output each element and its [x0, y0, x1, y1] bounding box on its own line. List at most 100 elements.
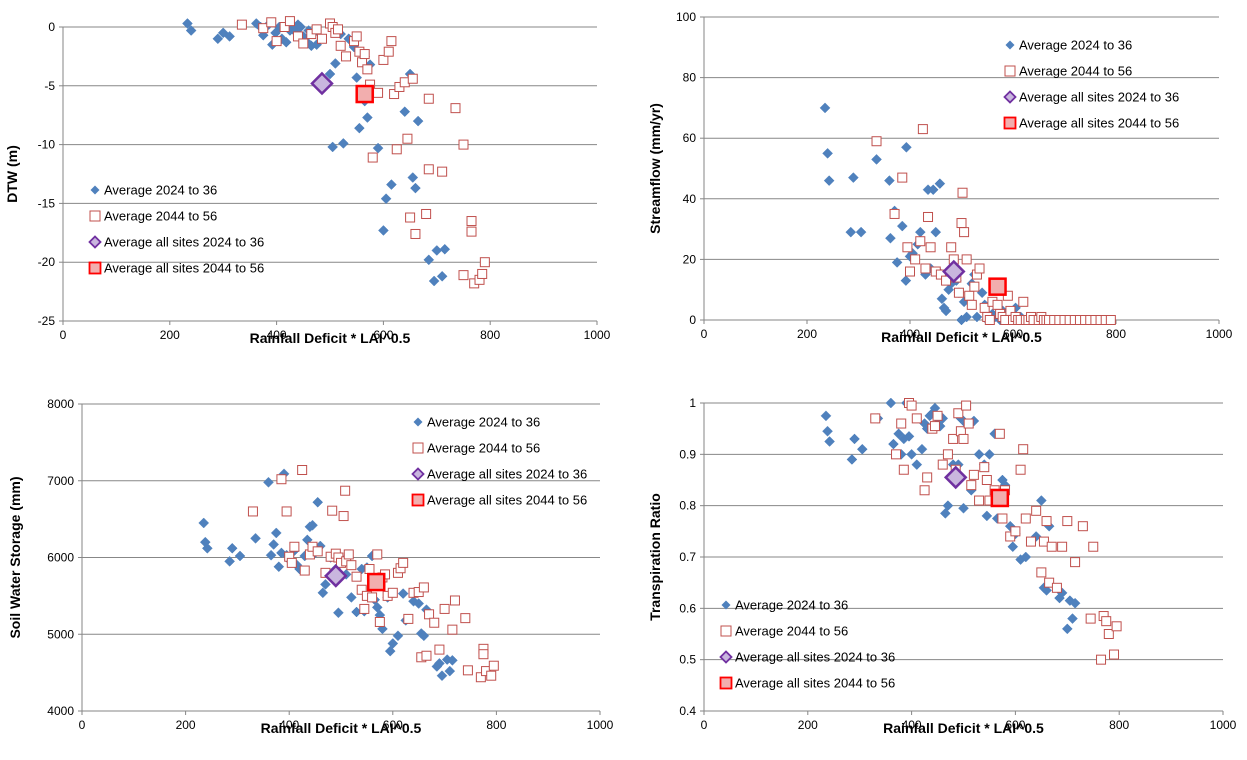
- data-point: [297, 465, 308, 476]
- y-tick-label: -15: [38, 196, 56, 210]
- data-point: [1020, 551, 1032, 563]
- data-point: [888, 438, 899, 450]
- legend-marker: [719, 650, 733, 664]
- data-point: [407, 73, 418, 84]
- data-point: [362, 64, 373, 75]
- data-point: [410, 182, 421, 194]
- data-point: [920, 263, 931, 274]
- data-point: [1096, 654, 1107, 665]
- data-point: [250, 532, 261, 544]
- data-point: [407, 172, 419, 183]
- data-point: [281, 506, 292, 517]
- data-point: [346, 592, 357, 603]
- data-point: [906, 400, 917, 411]
- data-point: [413, 598, 425, 609]
- x-tick-label: 1000: [587, 718, 614, 732]
- x-axis-title: Rainfall Deficit * LAI^0.5: [250, 330, 411, 346]
- chart-panel-soil-water: 8000 7000 6000 5000 4000 0 200 400 600 800 1000 Rai…: [7, 397, 614, 736]
- chart-panel-dtw: 0 -5 -10 -15 -20 -25 0 200 400 600 800 1000 Rainfall…: [4, 16, 611, 346]
- data-point: [885, 232, 896, 244]
- data-point: [1070, 557, 1081, 568]
- data-point: [901, 141, 912, 153]
- y-tick-label: -5: [44, 79, 55, 93]
- data-point: [462, 665, 473, 676]
- data-point: [900, 275, 912, 286]
- x-tick-label: 400: [902, 718, 922, 732]
- data-point: [1038, 536, 1049, 547]
- data-point: [822, 147, 833, 159]
- x-tick-label: 800: [486, 718, 506, 732]
- data-point: [431, 245, 443, 256]
- data-point: [333, 607, 344, 619]
- data-point: [224, 555, 235, 567]
- data-point: [351, 31, 362, 42]
- data-point: [1069, 597, 1081, 609]
- data-point: [923, 211, 934, 222]
- data-point: [405, 212, 416, 223]
- series-1: [247, 465, 499, 683]
- data-point: [957, 187, 968, 198]
- legend-marker: [721, 600, 731, 610]
- data-point: [436, 270, 448, 282]
- data-point: [372, 549, 383, 560]
- legend-label: Average 2024 to 36: [1019, 38, 1132, 53]
- legend-marker: [720, 625, 732, 637]
- data-point: [410, 228, 421, 239]
- data-point: [891, 257, 903, 268]
- legend-label: Average 2044 to 56: [427, 441, 540, 456]
- data-point: [478, 649, 489, 660]
- x-axis-title: Rainfall Deficit * LAI^0.5: [883, 720, 1044, 736]
- data-point: [984, 315, 995, 325]
- y-tick-label: 40: [683, 192, 697, 206]
- data-point: [475, 672, 486, 683]
- data-point: [310, 71, 334, 96]
- data-point: [202, 542, 213, 554]
- data-point: [898, 464, 909, 475]
- data-point: [855, 226, 867, 238]
- data-point: [1025, 536, 1036, 547]
- data-point: [973, 448, 985, 460]
- series-3: [355, 84, 374, 104]
- chart-panel-transpiration: 1 0.9 0.8 0.7 0.6 0.5 0.4 0 200 400 600 800 1000 Rain…: [647, 396, 1237, 736]
- data-point: [386, 179, 397, 190]
- data-point: [387, 638, 399, 649]
- data-point: [236, 19, 247, 30]
- data-point: [298, 38, 309, 49]
- data-point: [434, 644, 445, 655]
- y-axis-title: DTW (m): [4, 145, 20, 203]
- data-point: [1111, 621, 1122, 632]
- data-point: [449, 595, 460, 606]
- x-tick-label: 800: [480, 328, 500, 342]
- data-point: [940, 305, 952, 317]
- legend-label: Average all sites 2024 to 36: [1019, 90, 1179, 105]
- data-point: [335, 40, 346, 51]
- data-point: [849, 433, 860, 445]
- legend-marker: [412, 442, 424, 454]
- data-point: [884, 175, 895, 186]
- data-point: [958, 502, 969, 514]
- x-tick-label: 600: [383, 718, 403, 732]
- series-0: [819, 102, 1076, 326]
- legend-marker: [1005, 40, 1015, 50]
- legend-label: Average 2044 to 56: [735, 624, 848, 639]
- legend-label: Average all sites 2024 to 36: [104, 235, 264, 250]
- data-point: [896, 418, 907, 429]
- data-point: [424, 609, 435, 620]
- x-tick-label: 200: [797, 327, 817, 341]
- y-axis-title: Soil Water Storage (mm): [7, 476, 23, 638]
- data-point: [966, 480, 977, 491]
- data-point: [292, 31, 303, 42]
- data-point: [421, 208, 432, 219]
- y-tick-label: 0: [48, 20, 55, 34]
- legend-label: Average 2024 to 36: [735, 598, 848, 613]
- y-tick-label: 0.4: [679, 704, 696, 718]
- data-point: [990, 488, 1010, 508]
- data-point: [969, 281, 980, 292]
- data-point: [953, 287, 964, 298]
- data-point: [185, 25, 197, 36]
- data-point: [1057, 541, 1068, 552]
- x-axis-title: Rainfall Deficit * LAI^0.5: [881, 329, 1042, 345]
- data-point: [329, 58, 341, 69]
- y-tick-label: 0.8: [679, 499, 696, 513]
- data-point: [418, 582, 429, 593]
